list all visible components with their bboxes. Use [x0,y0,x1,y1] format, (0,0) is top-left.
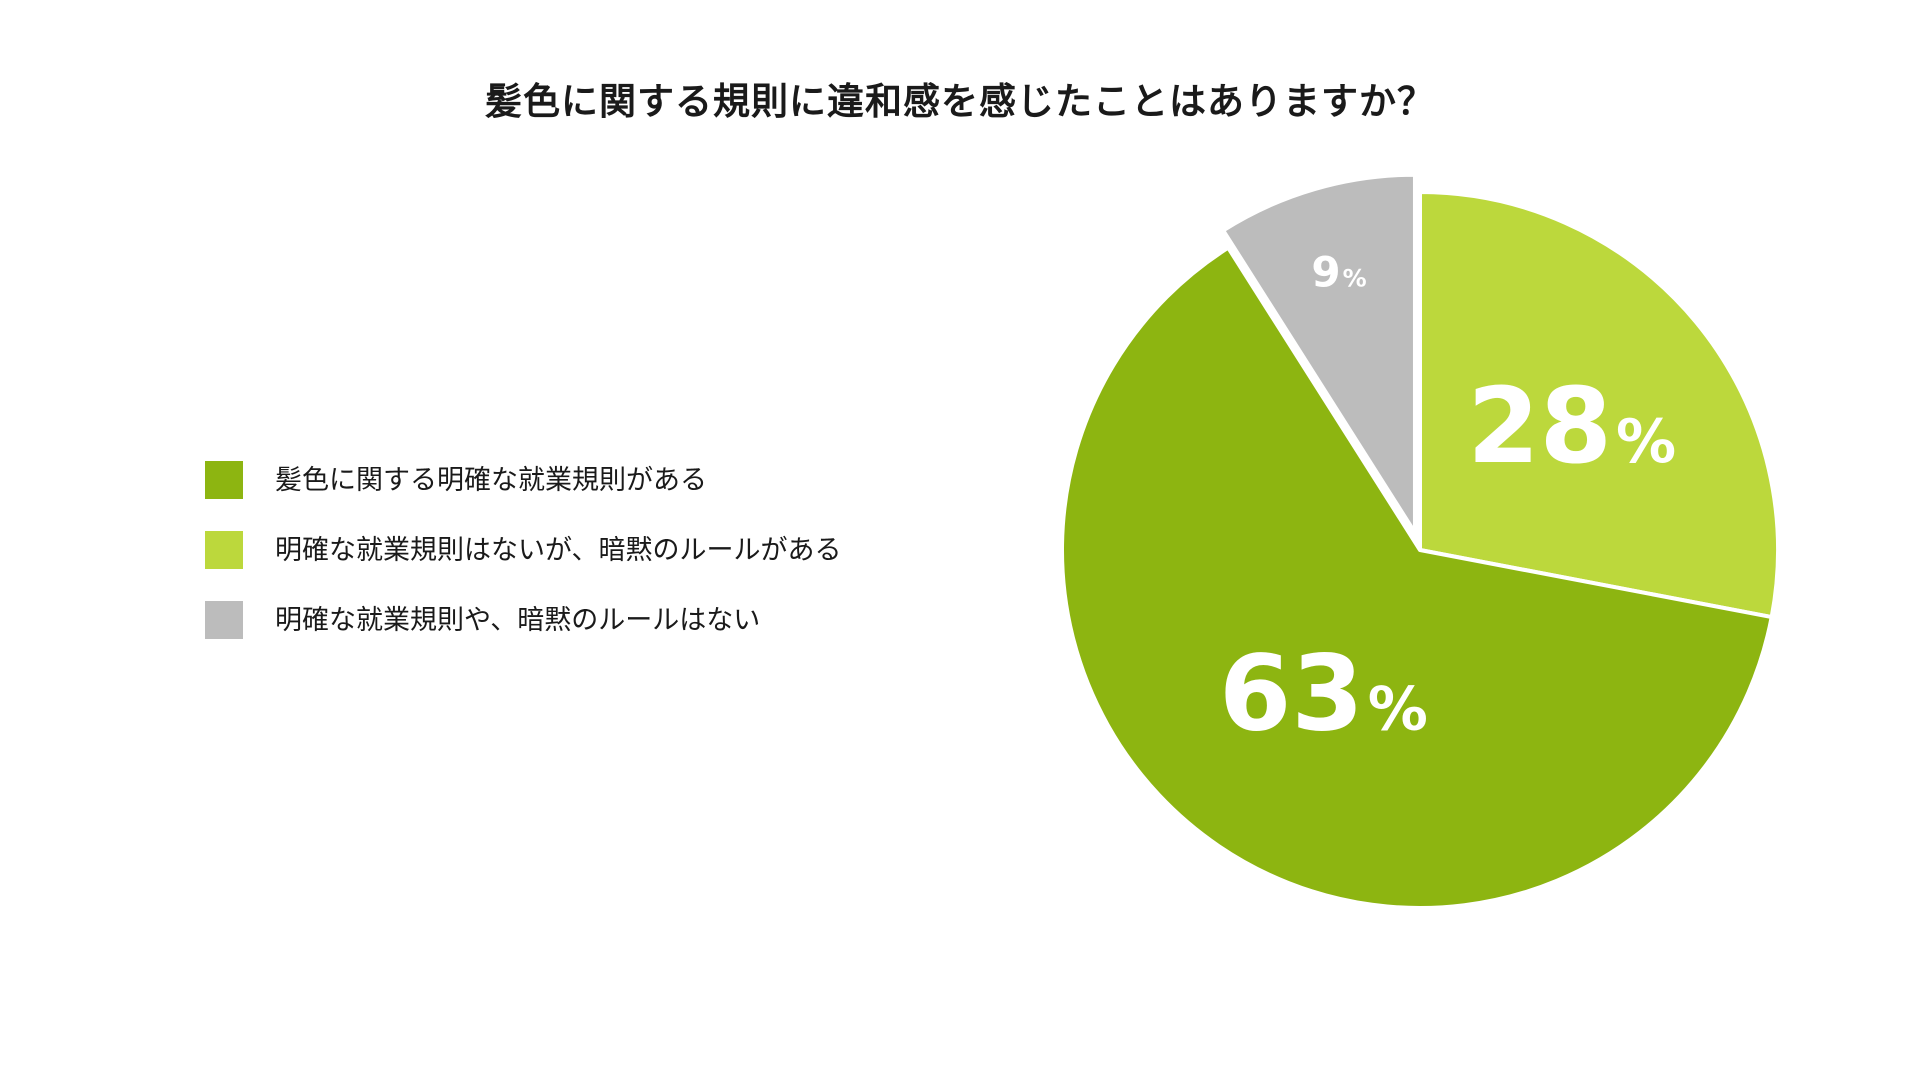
legend-label: 髪色に関する明確な就業規則がある [275,464,707,496]
pie-slice-0 [1060,245,1774,910]
pie-label-unit: % [1616,407,1676,477]
legend-item: 髪色に関する明確な就業規則がある [205,460,841,500]
pie-label-value: 63 [1219,633,1364,755]
legend-label: 明確な就業規則や、暗黙のルールはない [275,604,761,636]
legend-label: 明確な就業規則はないが、暗黙のルールがある [275,534,842,566]
pie-label-value: 28 [1467,365,1612,487]
pie-data-label-0: 63% [1219,633,1428,755]
legend-swatch-0 [205,461,243,499]
pie-data-label-1: 28% [1467,365,1676,487]
pie-data-label-2: 9% [1311,248,1366,297]
chart-title: 髪色に関する規則に違和感を感じたことはありますか？ [485,80,1435,123]
pie-slice-1 [1418,190,1780,620]
legend-swatch-1 [205,531,243,569]
pie-slice-2 [1221,172,1417,535]
legend-item: 明確な就業規則や、暗黙のルールはない [205,600,841,640]
legend-swatch-2 [205,601,243,639]
pie-label-value: 9 [1311,248,1340,297]
pie-label-unit: % [1368,675,1428,745]
pie-label-unit: % [1343,265,1367,293]
legend-item: 明確な就業規則はないが、暗黙のルールがある [205,530,841,570]
chart-legend: 髪色に関する明確な就業規則がある 明確な就業規則はないが、暗黙のルールがある 明… [205,460,841,670]
